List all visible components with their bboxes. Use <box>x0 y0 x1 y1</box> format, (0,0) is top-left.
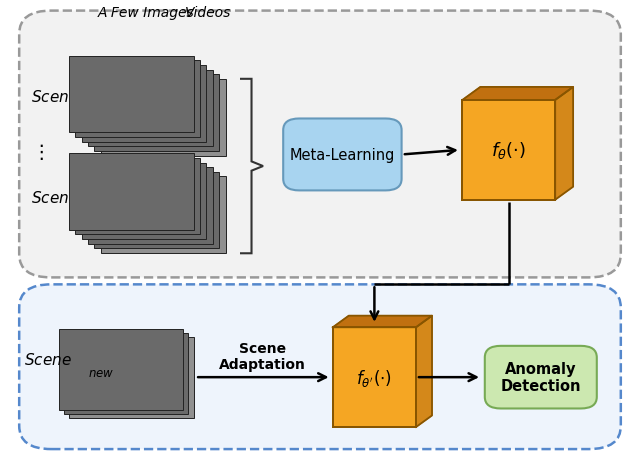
Bar <box>463 100 556 200</box>
Polygon shape <box>463 88 573 100</box>
Bar <box>82 163 206 239</box>
Bar <box>95 75 219 151</box>
Bar <box>69 56 194 133</box>
Bar <box>88 70 212 147</box>
Text: Scene: Scene <box>239 341 286 355</box>
Bar <box>88 168 212 244</box>
Text: Meta-Learning: Meta-Learning <box>290 148 395 163</box>
Bar <box>82 66 206 143</box>
Text: $\mathit{1}$: $\mathit{1}$ <box>95 102 103 115</box>
Text: $\mathit{new}$: $\mathit{new}$ <box>88 366 115 379</box>
FancyBboxPatch shape <box>485 346 596 409</box>
Bar <box>58 330 184 410</box>
Bar <box>95 172 219 249</box>
Bar <box>76 158 200 235</box>
Bar <box>101 80 226 156</box>
Text: Videos: Videos <box>185 6 231 19</box>
Text: Anomaly
Detection: Anomaly Detection <box>500 361 581 394</box>
Bar <box>63 333 188 414</box>
Text: $\mathit{Scene}$: $\mathit{Scene}$ <box>24 351 72 367</box>
Bar <box>69 154 194 230</box>
FancyBboxPatch shape <box>19 285 621 449</box>
Text: Adaptation: Adaptation <box>219 357 306 371</box>
Bar <box>101 177 226 254</box>
FancyBboxPatch shape <box>19 12 621 278</box>
Text: $\mathit{Scene}$: $\mathit{Scene}$ <box>31 89 79 105</box>
Bar <box>68 337 193 418</box>
Text: $f_\theta(\cdot)$: $f_\theta(\cdot)$ <box>492 140 526 161</box>
Bar <box>76 61 200 138</box>
Text: $\vdots$: $\vdots$ <box>31 142 44 162</box>
Polygon shape <box>416 316 432 427</box>
Text: $\mathit{M}$: $\mathit{M}$ <box>95 203 106 216</box>
Text: $\mathit{Scene}$: $\mathit{Scene}$ <box>31 189 79 205</box>
Bar <box>333 328 416 427</box>
Text: $f_{\theta'}(\cdot)$: $f_{\theta'}(\cdot)$ <box>356 367 392 388</box>
Text: A Few Images: A Few Images <box>97 6 195 19</box>
FancyBboxPatch shape <box>283 119 402 191</box>
Polygon shape <box>556 88 573 200</box>
Polygon shape <box>333 316 432 328</box>
